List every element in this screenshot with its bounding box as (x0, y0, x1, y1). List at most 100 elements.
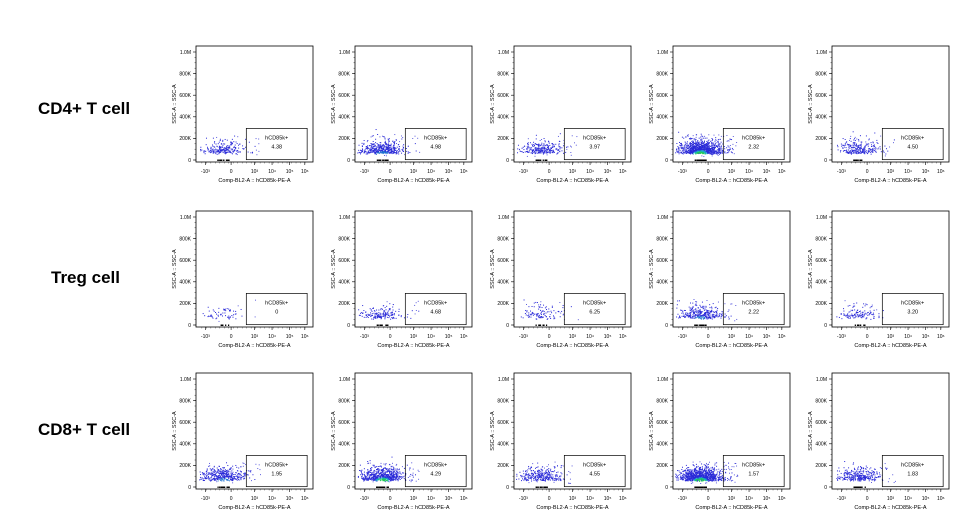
x-tick-label: 10⁵ (922, 334, 930, 340)
y-tick-label: 600K (338, 258, 350, 264)
event-dot (226, 471, 228, 473)
event-dot (702, 146, 704, 148)
event-dot (357, 475, 359, 477)
y-tick-label: 200K (815, 136, 827, 142)
event-dot (399, 471, 401, 473)
event-dot (256, 154, 258, 156)
event-dot (548, 150, 550, 152)
event-dot (209, 468, 211, 470)
event-dot (222, 469, 224, 471)
event-dot (222, 476, 224, 477)
event-dot (528, 315, 530, 317)
event-dot (713, 149, 715, 151)
event-dot (248, 141, 250, 143)
event-dot (694, 316, 696, 318)
event-dot (230, 141, 232, 143)
event-dot (235, 141, 237, 143)
event-dot (707, 318, 709, 320)
event-dot (211, 473, 213, 475)
event-dot (228, 317, 230, 319)
event-dot (218, 150, 220, 152)
event-dot (386, 301, 388, 303)
event-dot (726, 135, 728, 136)
event-dot (201, 472, 203, 474)
event-dot (716, 315, 718, 317)
event-dot (847, 305, 849, 307)
event-dot (209, 477, 211, 479)
event-dot (367, 476, 369, 478)
x-axis-title: Comp-BL2-A :: hCD85k-PE-A (854, 343, 926, 349)
event-dot (393, 152, 395, 154)
event-dot (394, 141, 396, 143)
x-tick-label: 10⁶ (619, 169, 627, 175)
event-dot (231, 149, 233, 151)
x-axis-title: Comp-BL2-A :: hCD85k-PE-A (377, 343, 449, 349)
event-dot (684, 141, 686, 143)
event-dot (860, 152, 862, 154)
event-dot (388, 147, 390, 149)
event-dot (225, 478, 227, 480)
event-dot (241, 477, 243, 479)
event-dot (703, 143, 705, 145)
event-dot (704, 152, 706, 154)
event-dot (391, 479, 393, 481)
event-dot (203, 152, 205, 154)
event-dot (227, 476, 229, 478)
event-dot (402, 147, 404, 149)
event-dot (396, 471, 398, 473)
event-dot (365, 153, 367, 155)
event-dot (713, 153, 715, 155)
baseline-dot (387, 159, 389, 161)
event-dot (414, 313, 416, 315)
event-dot (399, 150, 401, 152)
x-tick-label: 10⁶ (619, 334, 627, 340)
event-dot (244, 473, 246, 475)
event-dots (520, 299, 579, 326)
event-dot (707, 146, 709, 148)
gate-percentage: 2.22 (748, 309, 759, 315)
event-dot (867, 143, 869, 145)
event-dot (836, 144, 838, 146)
event-dot (703, 150, 705, 152)
event-dot (378, 475, 380, 477)
event-dot (375, 470, 377, 472)
x-tick-label: -10³ (519, 334, 528, 340)
event-dot (850, 140, 852, 142)
event-dot (379, 148, 381, 150)
event-dot (869, 148, 871, 150)
event-dot (217, 149, 219, 151)
event-dot (365, 477, 367, 479)
event-dot (731, 303, 733, 305)
event-dot (870, 318, 872, 320)
event-dot (697, 146, 699, 148)
event-dot (870, 311, 872, 313)
event-dot (231, 148, 233, 150)
event-dot (848, 151, 850, 153)
event-dot (218, 477, 220, 479)
event-dot (227, 476, 229, 478)
event-dot (409, 152, 411, 154)
event-dot (853, 315, 855, 317)
event-dot (217, 477, 219, 479)
event-dot (854, 305, 856, 307)
event-dot (699, 148, 701, 150)
event-dot (684, 152, 686, 154)
event-dot (730, 138, 731, 140)
event-dot (714, 307, 716, 309)
event-dot (721, 315, 723, 317)
event-dot (210, 469, 212, 471)
event-dot (384, 149, 386, 151)
event-dot (691, 308, 693, 310)
y-tick-label: 400K (656, 115, 668, 121)
event-dot (706, 137, 708, 139)
event-dot (210, 148, 212, 150)
event-dot (370, 469, 372, 471)
event-dot (372, 307, 374, 309)
x-tick-label: 10⁵ (286, 496, 294, 502)
event-dot (840, 143, 842, 145)
event-dot (398, 149, 400, 151)
event-dot (360, 152, 362, 154)
event-dot (219, 149, 221, 151)
event-dots (202, 299, 257, 326)
